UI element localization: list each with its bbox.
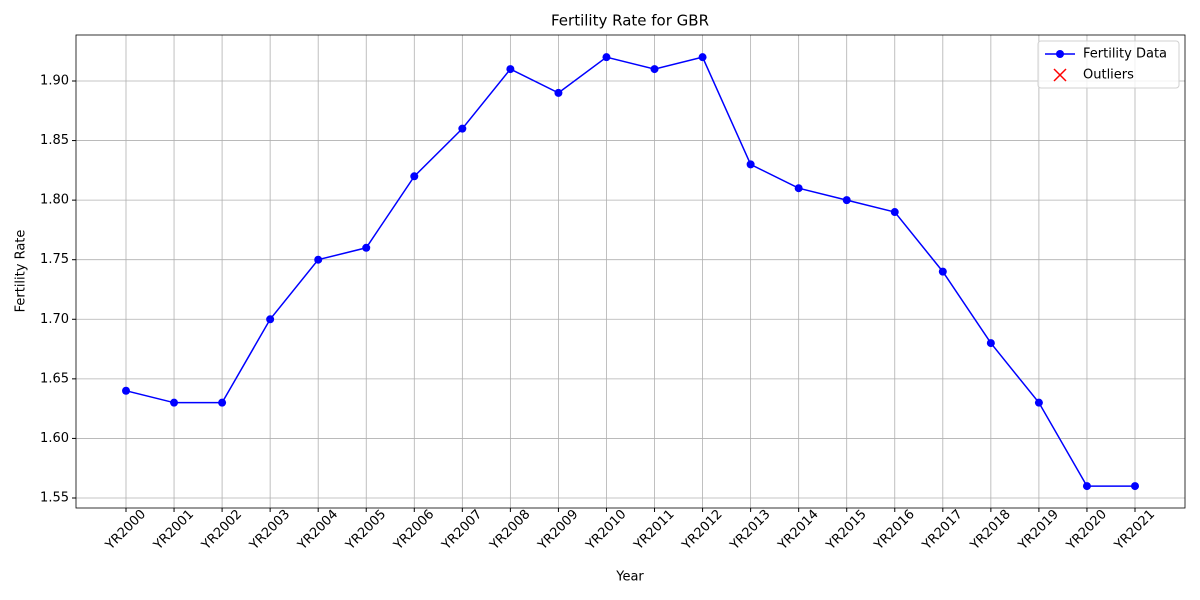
marker [794,184,803,193]
plot-frame [75,34,1186,509]
x-tick-label: YR2011 [631,507,678,554]
x-tick-label: YR2018 [967,507,1014,554]
x-tick-label: YR2010 [583,507,630,554]
x-tick-label: YR2021 [1111,507,1158,554]
x-tick-label: YR2019 [1015,507,1062,554]
x-tick-label: YR2015 [823,507,870,554]
marker [218,398,227,407]
y-tick-label: 1.70 [40,312,69,327]
x-tick-label: YR2004 [294,507,341,554]
marker [1053,68,1067,82]
y-tick-label: 1.85 [40,133,69,148]
marker [890,208,899,217]
y-tick-label: 1.55 [40,490,69,505]
legend-label: Fertility Data [1083,47,1167,62]
marker [986,339,995,348]
x-tick-label: YR2012 [679,507,726,554]
x-tick-label: YR2016 [871,507,918,554]
x-tick-label: YR2003 [246,507,293,554]
marker [554,88,563,97]
marker [122,386,130,395]
y-tick-label: 1.65 [40,371,69,386]
x-tick-label: YR2006 [391,507,438,554]
marker [362,243,371,252]
x-tick-label: YR2017 [919,507,966,554]
marker [842,196,851,205]
chart-title: Fertility Rate for GBR [551,12,709,30]
marker [1082,482,1091,491]
marker-x [1053,68,1067,82]
x-tick-label: YR2009 [535,507,582,554]
marker [698,53,707,62]
marker [1034,398,1043,407]
marker [314,255,323,264]
marker [602,53,611,62]
marker [506,65,515,74]
x-tick-label: YR2000 [102,507,149,554]
x-tick-label: YR2020 [1063,507,1110,554]
marker [1131,482,1139,491]
x-tick-label: YR2001 [150,507,197,554]
x-tick-label: YR2007 [439,507,486,554]
y-axis-label: Fertility Rate [14,230,29,313]
y-tick-label: 1.75 [40,252,69,267]
y-tick-label: 1.80 [40,193,69,208]
marker [746,160,755,169]
marker [938,267,947,276]
marker [650,65,659,74]
marker [170,398,179,407]
x-tick-label: YR2014 [775,507,822,554]
marker [266,315,275,324]
x-tick-label: YR2005 [343,507,390,554]
marker [1056,50,1064,58]
x-tick-label: YR2013 [727,507,774,554]
legend: Fertility Data Outliers [1037,40,1180,89]
legend-box [1037,40,1180,89]
data-line [125,56,1135,487]
y-tick-label: 1.90 [40,73,69,88]
marker [410,172,419,181]
marker [458,124,467,133]
x-axis-label: Year [615,570,644,585]
legend-label: Outliers [1083,68,1134,83]
x-tick-label: YR2002 [198,507,245,554]
y-tick-label: 1.60 [40,431,69,446]
x-tick-label: YR2008 [487,507,534,554]
